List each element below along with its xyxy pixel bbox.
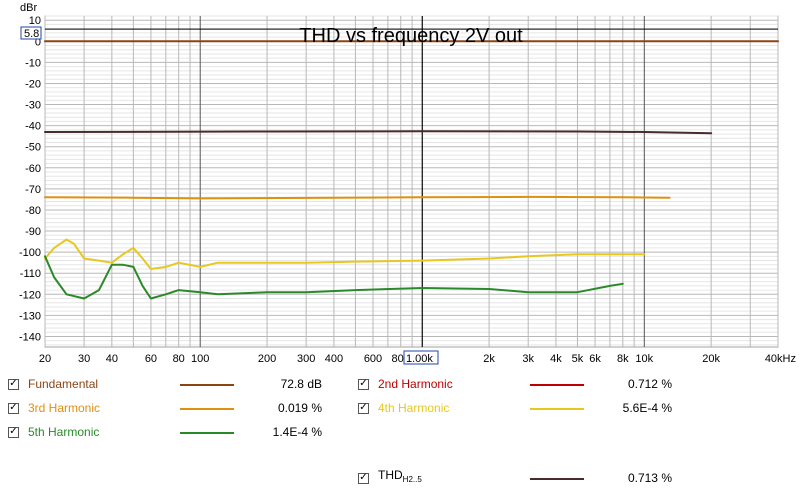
legend-label-4th-harmonic: 4th Harmonic: [378, 401, 450, 415]
y-tick-label: -130: [19, 310, 41, 322]
legend-value-3rd-harmonic: 0.019 %: [277, 401, 322, 415]
legend-value-5th-harmonic: 1.4E-4 %: [272, 425, 322, 439]
legend-item-4th-harmonic[interactable]: ✓ 4th Harmonic 5.6E-4 %: [358, 400, 698, 416]
x-tick-label: 80: [173, 353, 185, 365]
legend: ✓ Fundamental 72.8 dB ✓ 2nd Harmonic 0.7…: [0, 372, 800, 494]
reference-level-label: 5.8: [24, 28, 39, 40]
x-tick-label: 20k: [702, 353, 720, 365]
x-tick-label: 300: [297, 353, 315, 365]
x-tick-label: 200: [258, 353, 276, 365]
y-tick-label: -20: [25, 78, 41, 90]
x-tick-label: 40: [106, 353, 118, 365]
chart: 100-10-20-30-40-50-60-70-80-90-100-110-1…: [19, 2, 796, 365]
legend-label-5th-harmonic: 5th Harmonic: [28, 425, 100, 439]
x-tick-label: 8k: [617, 353, 629, 365]
grid: [44, 15, 779, 348]
thd-label-subscript: H2..5: [402, 475, 422, 484]
y-tick-label: -30: [25, 100, 41, 112]
y-tick-label: -120: [19, 289, 41, 301]
2nd-harmonic-checkbox[interactable]: ✓: [358, 378, 369, 390]
legend-value-thd: 0.713 %: [627, 471, 672, 485]
legend-swatch-3rd-harmonic: [180, 408, 234, 410]
x-tick-label: 60: [145, 353, 157, 365]
series-line-4th-harmonic[interactable]: [44, 238, 646, 270]
cursor-x-marker[interactable]: 1.00k: [403, 350, 439, 365]
legend-label-3rd-harmonic: 3rd Harmonic: [28, 401, 101, 415]
y-tick-label: -60: [25, 163, 41, 175]
x-tick-label: 40kHz: [765, 353, 796, 365]
y-axis-label: dBr: [20, 2, 37, 14]
x-tick-label: 6k: [589, 353, 601, 365]
legend-item-fundamental[interactable]: ✓ Fundamental 72.8 dB: [8, 376, 348, 392]
chart-title: THD vs frequency 2V out: [299, 25, 523, 47]
y-tick-label: -70: [25, 184, 41, 196]
y-tick-label: -10: [25, 57, 41, 69]
cursor-x-label: 1.00k: [406, 353, 433, 365]
legend-value-4th-harmonic: 5.6E-4 %: [622, 401, 672, 415]
legend-swatch-thd: [530, 478, 584, 480]
x-tick-label: 5k: [572, 353, 584, 365]
series-line-thdh2-5[interactable]: [44, 130, 713, 135]
legend-item-2nd-harmonic[interactable]: ✓ 2nd Harmonic 0.712 %: [358, 376, 698, 392]
legend-swatch-4th-harmonic: [530, 408, 584, 410]
series-lines: [44, 40, 779, 300]
fundamental-checkbox[interactable]: ✓: [8, 378, 19, 390]
legend-value-2nd-harmonic: 0.712 %: [627, 377, 672, 391]
tick-labels: 100-10-20-30-40-50-60-70-80-90-100-110-1…: [19, 15, 796, 365]
x-tick-label: 10k: [635, 353, 653, 365]
thd-checkbox[interactable]: ✓: [358, 472, 369, 484]
y-tick-label: -90: [25, 226, 41, 238]
y-tick-label: -50: [25, 142, 41, 154]
5th-harmonic-checkbox[interactable]: ✓: [8, 426, 19, 438]
x-tick-label: 30: [78, 353, 90, 365]
y-tick-label: -40: [25, 121, 41, 133]
legend-swatch-fundamental: [180, 384, 234, 386]
thd-label-main: THD: [378, 468, 403, 482]
reference-level-marker[interactable]: 5.8: [20, 26, 42, 40]
x-tick-label: 20: [39, 353, 51, 365]
series-line-3rd-harmonic[interactable]: [44, 195, 671, 200]
legend-label-fundamental: Fundamental: [28, 377, 99, 391]
legend-label-2nd-harmonic: 2nd Harmonic: [378, 377, 453, 391]
x-tick-label: 600: [364, 353, 382, 365]
x-tick-label: 2k: [483, 353, 495, 365]
legend-value-fundamental: 72.8 dB: [280, 377, 322, 391]
legend-item-thd[interactable]: ✓ THDH2..5 0.713 %: [358, 468, 698, 486]
y-tick-label: -100: [19, 247, 41, 259]
4th-harmonic-checkbox[interactable]: ✓: [358, 402, 369, 414]
legend-swatch-5th-harmonic: [180, 432, 234, 434]
legend-item-3rd-harmonic[interactable]: ✓ 3rd Harmonic 0.019 %: [8, 400, 348, 416]
3rd-harmonic-checkbox[interactable]: ✓: [8, 402, 19, 414]
y-tick-label: -110: [20, 268, 41, 280]
y-tick-label: -80: [25, 205, 41, 217]
y-tick-label: -140: [19, 331, 41, 343]
y-tick-label: 0: [35, 36, 41, 48]
x-tick-label: 4k: [550, 353, 562, 365]
x-tick-label: 400: [325, 353, 343, 365]
x-tick-label: 3k: [522, 353, 534, 365]
legend-label-thd: THDH2..5: [378, 468, 422, 484]
legend-swatch-2nd-harmonic: [530, 384, 584, 386]
series-line-5th-harmonic[interactable]: [44, 255, 624, 300]
x-tick-label: 100: [191, 353, 209, 365]
legend-item-5th-harmonic[interactable]: ✓ 5th Harmonic 1.4E-4 %: [8, 424, 348, 440]
y-tick-label: 10: [29, 15, 41, 27]
